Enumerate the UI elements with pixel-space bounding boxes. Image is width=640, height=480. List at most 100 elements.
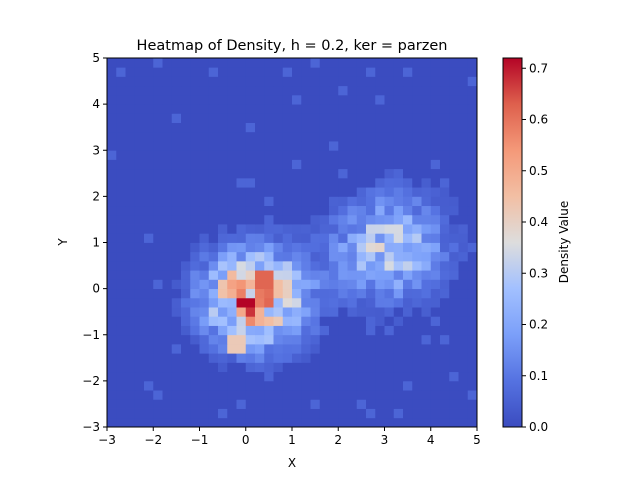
x-axis-label: X xyxy=(288,456,296,470)
heatmap-cell xyxy=(218,159,228,170)
heatmap-cell xyxy=(227,205,237,216)
heatmap-cell xyxy=(375,353,385,363)
heatmap-cell xyxy=(356,242,367,253)
heatmap-cell xyxy=(467,334,478,345)
heatmap-cell xyxy=(329,196,339,207)
heatmap-cell xyxy=(449,371,459,382)
heatmap-cell xyxy=(356,399,367,409)
heatmap-cell xyxy=(134,334,145,345)
heatmap-cell xyxy=(384,390,395,400)
heatmap-cell xyxy=(144,353,154,363)
heatmap-cell xyxy=(366,122,376,133)
heatmap-cell xyxy=(107,353,117,363)
heatmap-cell xyxy=(171,187,182,197)
heatmap-cell xyxy=(292,214,302,225)
heatmap-cell xyxy=(393,316,404,326)
heatmap-cell xyxy=(310,279,321,290)
y-axis-label: Y xyxy=(56,238,70,247)
heatmap-cell xyxy=(338,353,348,363)
heatmap-cell xyxy=(467,399,478,409)
heatmap-cell xyxy=(208,150,219,160)
heatmap-cell xyxy=(245,297,256,308)
heatmap-cell xyxy=(366,390,376,400)
heatmap-cell xyxy=(384,288,395,299)
heatmap-cell xyxy=(218,334,228,345)
heatmap-cell xyxy=(273,85,284,96)
heatmap-cell xyxy=(227,316,237,326)
heatmap-cell xyxy=(107,187,117,197)
heatmap-cell xyxy=(356,205,367,216)
heatmap-cell xyxy=(171,205,182,216)
heatmap-cell xyxy=(227,390,237,400)
heatmap-cell xyxy=(125,196,136,207)
heatmap-cell xyxy=(319,122,330,133)
heatmap-cell xyxy=(412,353,422,363)
heatmap-cell xyxy=(199,288,210,299)
heatmap-cell xyxy=(440,141,450,151)
heatmap-cell xyxy=(366,131,376,142)
heatmap-cell xyxy=(153,122,163,133)
heatmap-cell xyxy=(319,85,330,96)
heatmap-cell xyxy=(421,408,432,419)
heatmap-cell xyxy=(125,214,136,225)
heatmap-cell xyxy=(208,177,219,188)
heatmap-cell xyxy=(430,288,441,299)
heatmap-cell xyxy=(393,307,404,317)
heatmap-cell xyxy=(338,187,348,197)
heatmap-cell xyxy=(412,307,422,317)
heatmap-cell xyxy=(384,325,395,336)
heatmap-cell xyxy=(393,224,404,234)
heatmap-cell xyxy=(134,380,145,391)
heatmap-cell xyxy=(255,353,265,363)
heatmap-cell xyxy=(116,408,126,419)
heatmap-cell xyxy=(412,94,422,105)
heatmap-cell xyxy=(245,141,256,151)
heatmap-cell xyxy=(245,316,256,326)
heatmap-cell xyxy=(190,362,200,373)
heatmap-cell xyxy=(190,399,200,409)
heatmap-cell xyxy=(375,399,385,409)
heatmap-cell xyxy=(338,177,348,188)
heatmap-cell xyxy=(273,104,284,114)
heatmap-cell xyxy=(393,279,404,290)
heatmap-cell xyxy=(199,353,210,363)
heatmap-cell xyxy=(430,270,441,280)
heatmap-cell xyxy=(310,141,321,151)
heatmap-cell xyxy=(356,58,367,68)
heatmap-cell xyxy=(347,297,358,308)
heatmap-cell xyxy=(245,122,256,133)
heatmap-cell xyxy=(319,187,330,197)
heatmap-cell xyxy=(347,270,358,280)
heatmap-cell xyxy=(153,150,163,160)
heatmap-cell xyxy=(227,196,237,207)
heatmap-cell xyxy=(412,196,422,207)
heatmap-cell xyxy=(338,168,348,179)
heatmap-cell xyxy=(329,260,339,271)
heatmap-cell xyxy=(356,168,367,179)
heatmap-cell xyxy=(153,233,163,243)
heatmap-cell xyxy=(338,390,348,400)
heatmap-cell xyxy=(329,58,339,68)
heatmap-cell xyxy=(458,362,469,373)
heatmap-cell xyxy=(282,224,293,234)
heatmap-cell xyxy=(319,251,330,262)
heatmap-cell xyxy=(199,214,210,225)
heatmap-cell xyxy=(282,343,293,354)
heatmap-cell xyxy=(282,408,293,419)
heatmap-cell xyxy=(458,399,469,409)
heatmap-cell xyxy=(310,251,321,262)
heatmap-cell xyxy=(273,288,284,299)
heatmap-cell xyxy=(356,270,367,280)
heatmap-cell xyxy=(384,122,395,133)
heatmap-cell xyxy=(375,270,385,280)
heatmap-cell xyxy=(403,334,413,345)
heatmap-cell xyxy=(292,260,302,271)
heatmap-cell xyxy=(107,85,117,96)
heatmap-cell xyxy=(282,399,293,409)
heatmap-cell xyxy=(440,251,450,262)
heatmap-cell xyxy=(134,325,145,336)
heatmap-cell xyxy=(282,353,293,363)
heatmap-cell xyxy=(347,168,358,179)
heatmap-cell xyxy=(255,224,265,234)
heatmap-cell xyxy=(458,196,469,207)
